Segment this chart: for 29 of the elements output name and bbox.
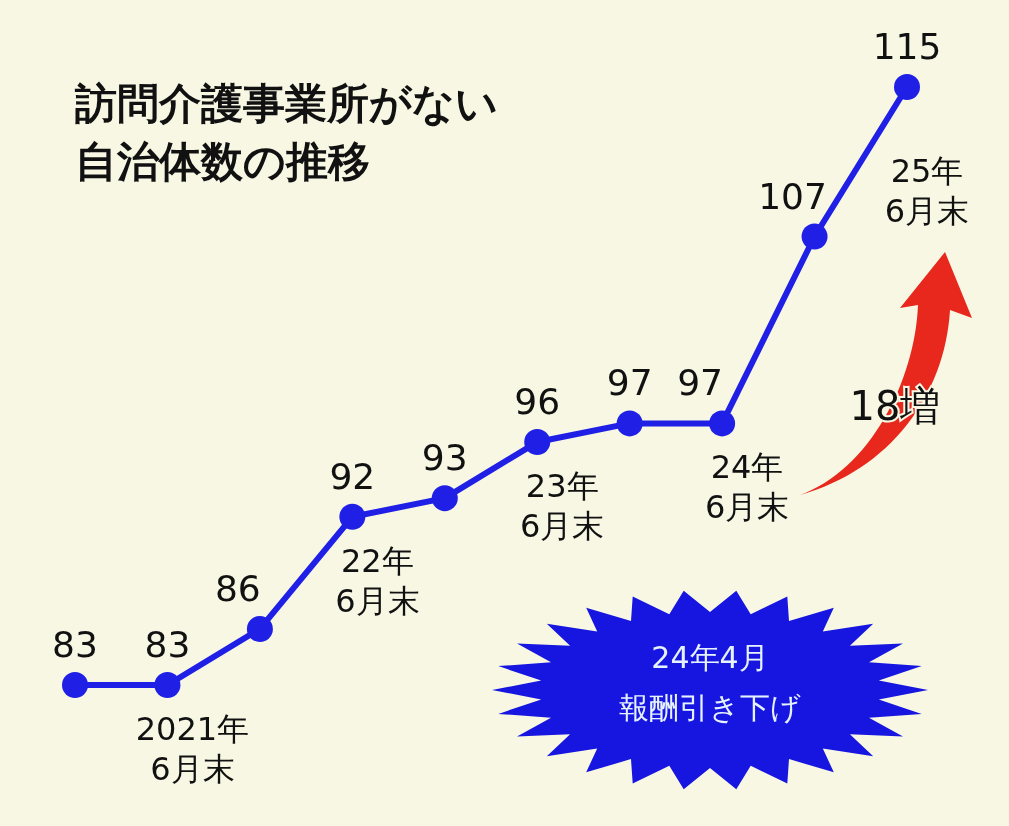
point — [894, 74, 920, 100]
point — [246, 615, 273, 642]
data-label: 83 — [52, 624, 98, 665]
data-label: 97 — [677, 362, 724, 404]
point — [62, 672, 88, 698]
x-tick-label: 22年 6月末 — [335, 541, 420, 620]
data-label: 93 — [421, 437, 468, 479]
point — [524, 429, 551, 456]
point — [154, 672, 181, 698]
x-tick-label: 25年 6月末 — [884, 152, 970, 230]
data-label: 107 — [758, 175, 827, 217]
text: 自治体数の推移 — [75, 137, 370, 186]
x-tick-label: 23年 6月末 — [520, 467, 605, 546]
point — [709, 410, 736, 437]
point — [801, 223, 828, 250]
data-label: 96 — [514, 381, 561, 423]
text: 報酬引き下げ — [619, 690, 801, 725]
point — [431, 485, 458, 512]
data-label: 115 — [872, 26, 942, 67]
x-tick-label: 2021年 6月末 — [135, 710, 250, 788]
chart-title: 訪問介護事業所がない — [74, 79, 498, 128]
annotation: 24年4月 — [651, 640, 769, 675]
point — [616, 410, 643, 437]
data-label: 86 — [214, 567, 261, 609]
point — [339, 503, 366, 530]
data-label: 92 — [329, 455, 376, 497]
data-label: 97 — [606, 362, 653, 404]
x-tick-label: 24年 6月末 — [704, 448, 790, 527]
data-label: 83 — [144, 624, 191, 665]
